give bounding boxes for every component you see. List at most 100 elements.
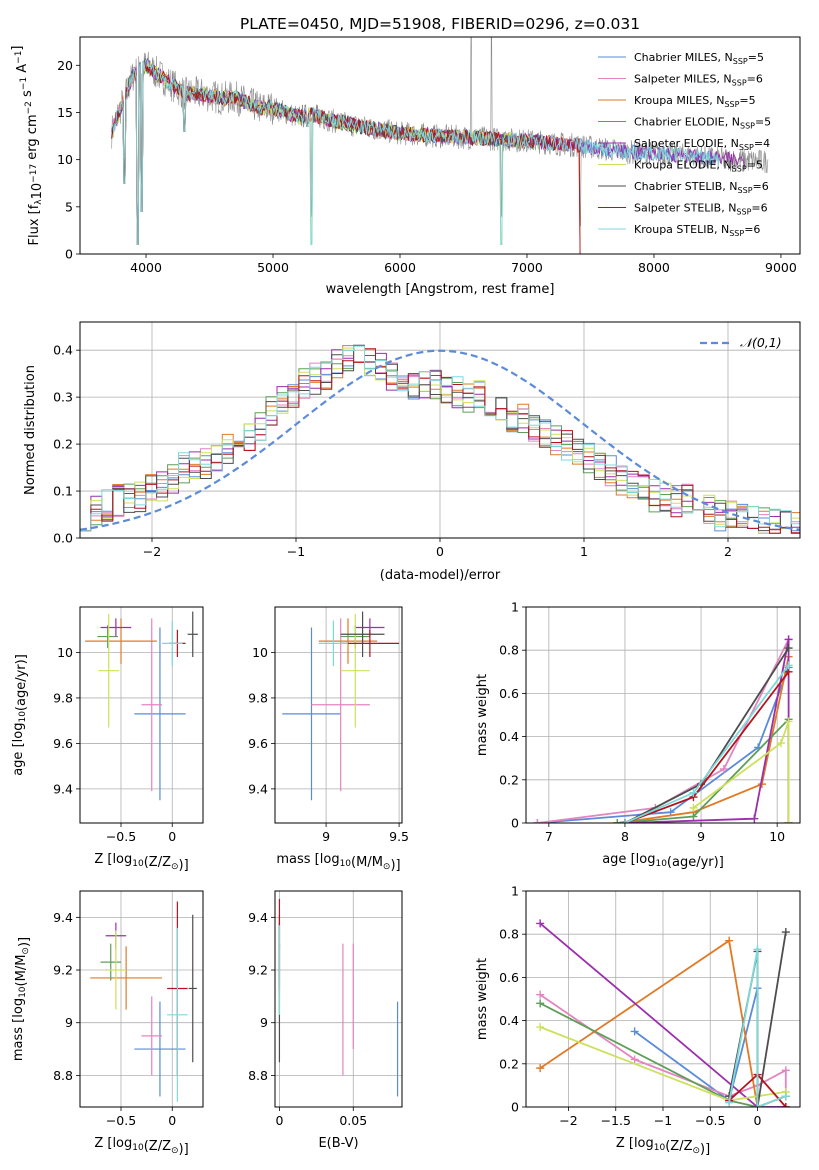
mass_vs_Z-xtick-label: −0.5 [106,1113,136,1128]
age_vs_Z-axes: −0.5 0 9.4 9.6 9.8 10 [53,606,204,844]
mass_vs_Z-axes: −0.5 0 8.8 9 9.2 9.4 [53,890,204,1128]
normal-legend-label: 𝒩(0,1) [740,335,782,350]
mass_vs_Z-errorbar-3 [100,943,121,981]
weight_vs_age-marker [784,635,793,644]
weight_vs_Z-series-4 [539,922,786,1107]
spectrum-axes: 4000 5000 6000 7000 8000 9000 0 5 10 15 20 [57,36,801,275]
age_vs_Z-errorbar-3 [97,625,118,648]
legend-label-7: Salpeter STELIB, NSSP=6 [634,202,768,217]
spectrum-xtick-label: 7000 [511,260,543,275]
residuals-xlabel: (data-model)/error [380,568,501,583]
legend-label-1: Salpeter MILES, NSSP=6 [634,73,763,88]
weight_vs_age-ytick-label: 0.8 [499,643,519,658]
weight_vs_Z-ytick-label: 0.8 [499,927,519,942]
residuals-legend: 𝒩(0,1) [700,335,782,350]
weight_vs_Z-xtick-label: −1.5 [601,1113,631,1128]
weight_vs_age-series-5 [692,721,790,823]
mass_vs_Z-errorbar-1 [141,996,162,1076]
legend-label-4: Salpeter ELODIE, NSSP=4 [634,137,770,152]
mass_vs_EBV-xtick-label: 0.05 [339,1113,367,1128]
age_vs_Z-plot-area [85,611,198,801]
weight_vs_Z-marker [536,999,545,1008]
weight_vs_Z-marker [725,936,734,945]
residuals-plot-area [80,344,800,534]
weight_vs_Z-plot-area [536,919,790,1107]
age_vs_mass-errorbar-5 [340,613,370,728]
age_vs_Z-errorbar-0 [134,627,186,801]
spectrum-plot-area [111,37,769,254]
spectrum-xlabel: wavelength [Angstrom, rest frame] [326,282,555,297]
legend-label-0: Chabrier MILES, NSSP=5 [634,51,764,66]
mass_vs_EBV-frame [274,890,403,1108]
weight_vs_Z-marker [630,1027,639,1036]
age_vs_Z-ytick-label: 9.4 [53,781,73,796]
age_vs_mass-errorbar-8 [318,620,348,667]
age_vs_mass-xlabel: mass [log10(M/M⊙)] [276,852,400,873]
weight_vs_age-series-7 [624,671,790,823]
weight_vs_Z-ytick-label: 0 [511,1100,519,1115]
weight_vs_age-xtick-label: 9 [697,829,705,844]
mass_vs_EBV-ytick-label: 9.4 [248,910,268,925]
age_vs_mass-errorbar-2 [318,618,378,664]
residuals-ytick-label: 0.2 [53,437,73,452]
weight_vs_Z-ytick-label: 0.2 [499,1056,519,1071]
weight_vs_age-ytick-label: 0.4 [499,729,519,744]
weight_vs_Z-series-1 [539,993,787,1098]
weight_vs_Z-ytick-label: 0.4 [499,1013,519,1028]
mass_vs_Z-ytick-label: 9.2 [53,963,73,978]
weight_vs_Z-series-8 [728,949,787,1107]
mass_vs_Z-ytick-label: 9.4 [53,910,73,925]
weight_vs_age-series-2 [617,656,790,823]
mass_vs_Z-errorbar-6 [188,914,197,1063]
weight_vs_age-ytick-label: 0.6 [499,686,519,701]
age_vs_Z-ytick-label: 9.6 [53,736,73,751]
weight_vs_Z-marker [781,1066,790,1075]
mass_vs_Z-errorbar-5 [105,930,127,1010]
weight_vs_Z-xtick-label: −1 [654,1113,672,1128]
spectrum-frame [79,36,801,255]
weight_vs_Z-xtick-label: −0.5 [695,1113,725,1128]
weight_vs_age-marker [620,819,629,823]
normal-curve [80,349,800,531]
residuals-ytick-label: 0.4 [53,343,73,358]
weight_vs_Z-marker [536,990,545,999]
mass_vs_EBV-axes: 0 0.05 8.8 9 9.2 9.4 [248,890,403,1128]
mass_vs_EBV-xlabel: E(B-V) [318,1136,358,1151]
weight_vs_age-plot-area [533,635,793,823]
age_vs_mass-ytick-label: 9.4 [248,781,268,796]
weight_vs_age-marker [776,739,785,748]
weight_vs_Z-axes: −2 −1.5 −1 −0.5 0 0 0.2 0.4 0.6 0.8 1 [499,884,801,1128]
residuals-frame [79,321,801,539]
spectrum-xtick-label: 9000 [765,260,797,275]
weight_vs_age-series-6 [624,647,790,823]
mass_vs_EBV-ytick-label: 8.8 [248,1068,268,1083]
age_vs_Z-xlabel: Z [log10(Z/Z⊙)] [94,852,188,873]
weight_vs_age-marker [689,788,698,797]
weight_vs_age-marker [784,819,793,823]
weight_vs_Z-ytick-label: 1 [511,884,519,899]
age_vs_mass-axes: 9 9.5 9.4 9.6 9.8 10 [248,606,409,844]
weight_vs_age-ytick-label: 1 [511,600,519,615]
age_vs_Z-ytick-label: 9.8 [53,690,73,705]
weight_vs_Z-marker [536,919,545,928]
age_vs_Z-ylabel: age [log10(age/yr)] [11,654,29,776]
spectrum-ytick-label: 0 [65,247,73,262]
age_vs_mass-errorbar-6 [340,611,385,658]
age_vs_mass-errorbar-0 [282,627,341,801]
residuals-xtick-label: −1 [287,544,305,559]
age_vs_mass-plot-area [282,611,400,801]
legend-label-8: Kroupa STELIB, NSSP=6 [634,223,760,238]
age_vs_Z-errorbar-2 [85,618,157,664]
weight_vs_age-series-1 [537,638,790,823]
mass_vs_Z-ytick-label: 8.8 [53,1068,73,1083]
weight_vs_Z-xtick-label: 0 [754,1113,762,1128]
weight_vs_age-xlabel: age [log10(age/yr)] [602,852,724,870]
residual-histogram-8 [80,345,800,532]
residuals-xtick-label: 1 [580,544,588,559]
residuals-xtick-label: 0 [436,544,444,559]
weight_vs_age-marker [689,803,698,812]
mass_vs_EBV-ytick-label: 9.2 [248,963,268,978]
spectrum-ytick-label: 15 [57,105,73,120]
legend-label-2: Kroupa MILES, NSSP=5 [634,94,756,109]
